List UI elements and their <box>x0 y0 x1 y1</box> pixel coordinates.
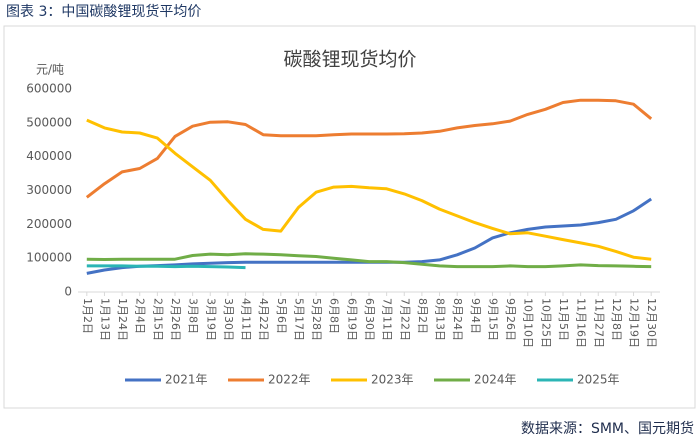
x-tick-label: 2月26日 <box>169 298 182 341</box>
x-tick-label: 3月30日 <box>222 298 235 341</box>
y-tick-label: 0 <box>64 285 72 299</box>
chart-title: 碳酸锂现货均价 <box>283 49 416 71</box>
x-tick-label: 6月30日 <box>363 298 376 341</box>
x-tick-label: 11月5日 <box>557 298 570 341</box>
x-tick-label: 4月11日 <box>240 298 253 341</box>
source: 数据来源：SMM、国元期货 <box>521 420 694 437</box>
series-line <box>85 98 653 199</box>
x-tick-label: 9月15日 <box>486 298 499 341</box>
y-axis-label: 元/吨 <box>36 63 64 77</box>
x-tick-label: 8月24日 <box>451 298 464 341</box>
header: 图表 3：中国碳酸锂现货平均价 <box>6 3 201 20</box>
x-tick-label: 12月8日 <box>610 298 623 341</box>
series-line <box>86 264 246 270</box>
y-tick-label: 300000 <box>26 183 72 197</box>
x-tick-label: 5月17日 <box>292 298 305 341</box>
series-line <box>86 252 652 269</box>
legend-label: 2022年 <box>268 373 311 387</box>
x-tick-label: 6月8日 <box>328 298 341 334</box>
y-tick-label: 500000 <box>26 115 72 129</box>
x-tick-label: 5月6日 <box>275 298 288 334</box>
legend-label: 2025年 <box>577 373 620 387</box>
legend-label: 2021年 <box>165 373 208 387</box>
x-tick-label: 8月13日 <box>434 298 447 341</box>
legend-label: 2023年 <box>371 373 414 387</box>
series-line <box>86 118 652 261</box>
x-tick-label: 9月4日 <box>469 298 482 334</box>
x-tick-label: 12月30日 <box>645 298 658 348</box>
x-tick-label: 1月2日 <box>81 298 94 334</box>
x-tick-label: 4月22日 <box>257 298 270 341</box>
x-tick-label: 12月19日 <box>628 298 641 348</box>
y-tick-label: 600000 <box>26 82 72 96</box>
x-tick-label: 5月28日 <box>310 298 323 341</box>
x-tick-label: 9月26日 <box>504 298 517 341</box>
x-tick-label: 3月8日 <box>187 298 200 334</box>
x-tick-label: 2月15日 <box>151 298 164 341</box>
x-tick-label: 11月27日 <box>592 298 605 348</box>
legend-label: 2024年 <box>474 373 517 387</box>
x-tick-label: 7月11日 <box>381 298 394 341</box>
x-tick-label: 8月2日 <box>416 298 429 334</box>
x-tick-label: 3月19日 <box>204 298 217 341</box>
y-tick-label: 100000 <box>26 251 72 265</box>
x-tick-label: 6月19日 <box>345 298 358 341</box>
x-tick-label: 2月4日 <box>134 298 147 334</box>
x-tick-label: 7月22日 <box>398 298 411 341</box>
y-tick-label: 200000 <box>26 217 72 231</box>
x-tick-label: 1月24日 <box>116 298 129 341</box>
chart-frame <box>3 25 696 409</box>
x-tick-label: 1月13日 <box>98 298 111 341</box>
x-tick-label: 10月25日 <box>539 298 552 348</box>
x-tick-label: 10月10日 <box>522 298 535 348</box>
y-tick-label: 400000 <box>26 149 72 163</box>
x-tick-label: 11月16日 <box>575 298 588 348</box>
